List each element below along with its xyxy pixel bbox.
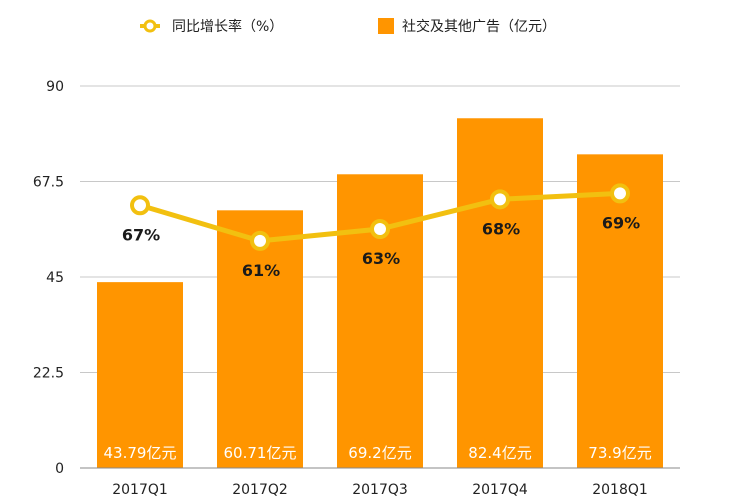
y-axis: 0 22.5 45 67.5 90: [33, 79, 64, 477]
growth-point: [490, 189, 510, 210]
growth-point: [130, 195, 150, 216]
bar-value-label: 82.4亿元: [468, 444, 531, 462]
growth-point: [250, 230, 270, 251]
legend-label-revenue: 社交及其他广告（亿元）: [402, 18, 556, 35]
growth-value-label: 61%: [242, 261, 280, 280]
bar: [97, 282, 183, 468]
x-tick-label: 2017Q1: [112, 482, 168, 498]
bar: [577, 154, 663, 468]
y-tick-label: 22.5: [33, 366, 64, 382]
legend-line-icon: [140, 19, 160, 33]
bar-value-label: 43.79亿元: [104, 444, 177, 462]
growth-point: [610, 183, 630, 204]
bar-value-label: 73.9亿元: [588, 444, 651, 462]
growth-value-label: 68%: [482, 219, 520, 238]
legend: 同比增长率（%） 社交及其他广告（亿元）: [140, 18, 556, 35]
x-tick-label: 2017Q3: [352, 482, 408, 498]
growth-value-label: 69%: [602, 213, 640, 232]
growth-value-label: 63%: [362, 249, 400, 268]
bar: [217, 210, 303, 469]
bar: [457, 118, 543, 468]
bar-value-label: 69.2亿元: [348, 444, 411, 462]
x-axis: 2017Q1 2017Q2 2017Q3 2017Q4 2018Q1: [80, 467, 680, 498]
growth-value-label: 67%: [122, 225, 160, 244]
growth-line: 67% 61% 63% 68% 69%: [122, 183, 640, 280]
y-tick-label: 0: [55, 461, 64, 477]
growth-point: [370, 219, 390, 240]
bar-value-label: 60.71亿元: [224, 444, 297, 462]
y-tick-label: 45: [46, 270, 64, 286]
y-tick-label: 67.5: [33, 175, 64, 191]
bars: 43.79亿元 60.71亿元 69.2亿元 82.4亿元 73.9亿元: [97, 118, 663, 469]
x-tick-label: 2017Q4: [472, 482, 528, 498]
legend-label-growth: 同比增长率（%）: [172, 18, 283, 35]
x-tick-label: 2017Q2: [232, 482, 288, 498]
y-tick-label: 90: [46, 79, 64, 95]
x-tick-label: 2018Q1: [592, 482, 648, 498]
bar: [337, 174, 423, 469]
legend-bar-icon: [378, 18, 394, 34]
